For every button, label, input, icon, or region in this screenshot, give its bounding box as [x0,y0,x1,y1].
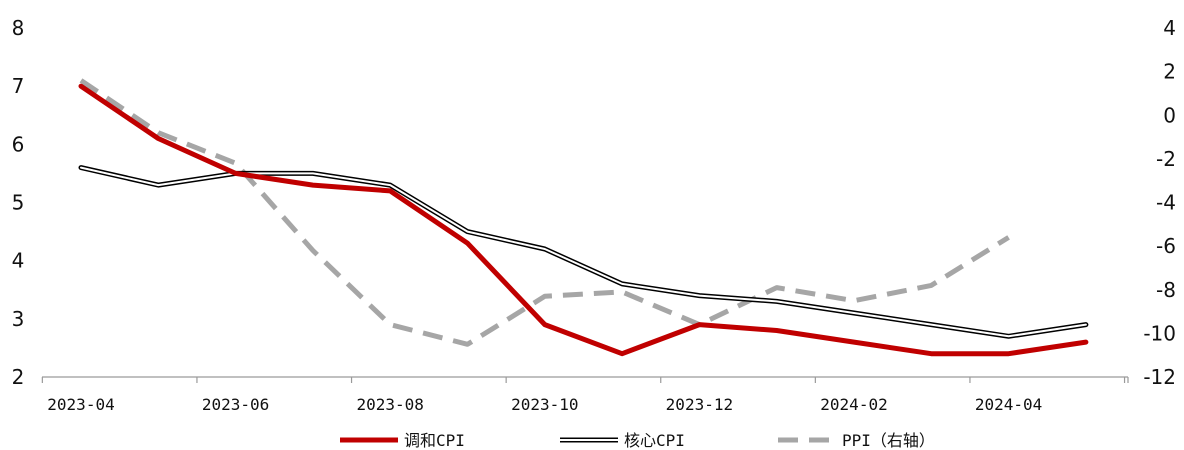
y-right-tick-label: 2 [1163,60,1176,84]
y-left-tick-label: 8 [12,16,25,40]
series-2-line [79,78,1010,347]
series-0-line [78,83,1089,357]
y-left-tick-label: 3 [12,307,25,331]
y-right-tick-label: 0 [1163,103,1176,127]
series-1-line-inner [80,166,1087,338]
x-tick-label: 2023-12 [666,395,733,414]
y-left-tick-label: 4 [12,249,25,273]
y-right-tick-label: -10 [1143,321,1176,345]
y-left-tick-label: 5 [12,191,25,215]
y-right-tick-label: -6 [1156,234,1176,258]
y-right-tick-label: -4 [1156,191,1176,215]
y-right-tick-label: -2 [1156,147,1176,171]
x-tick-label: 2024-02 [820,395,887,414]
legend: 调和CPI 核心CPI PPI（右轴） [340,431,935,450]
legend-2-label: PPI（右轴） [842,431,935,450]
y-left-tick-label: 2 [12,365,25,389]
x-tick-label: 2023-06 [202,395,269,414]
x-tick-label: 2024-04 [975,395,1042,414]
x-tick-label: 2023-10 [511,395,578,414]
y-right-tick-label: -8 [1156,278,1176,302]
y-left-tick-label: 7 [12,74,25,98]
legend-1-label: 核心CPI [624,431,685,450]
x-tick-label: 2023-04 [47,395,114,414]
series-1-line-outer [78,165,1089,339]
y-left-tick-label: 6 [12,132,25,156]
axes: 2023-04 2023-06 2023-08 2023-10 2023-12 2024-… [12,16,1176,414]
y-right-tick-label: 4 [1163,16,1176,40]
legend-0-label: 调和CPI [404,431,465,450]
y-right-tick-label: -12 [1143,365,1176,389]
x-tick-label: 2023-08 [356,395,423,414]
series-layer [78,78,1089,357]
